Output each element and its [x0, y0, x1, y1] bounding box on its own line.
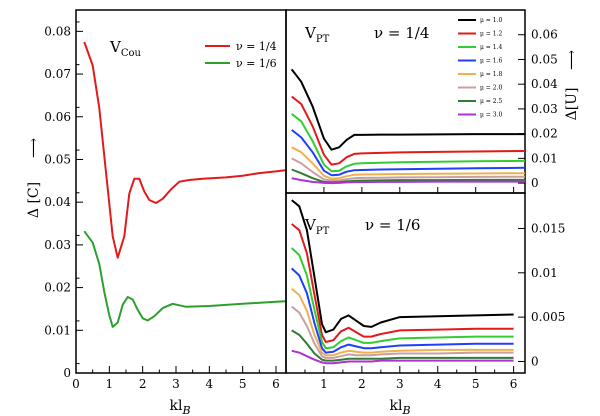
- series-line-top-right-0: [290, 68, 525, 151]
- left-y-tick-label: 0.02: [44, 281, 71, 295]
- top-right-y-axis-arrow: ⟶: [564, 50, 580, 70]
- bottom-right-x-axis-label: klB: [389, 398, 410, 416]
- bottom-right-panel-frame: [285, 192, 526, 374]
- top-right-panel-title: VPT: [304, 24, 330, 45]
- top-right-y-tick-label: 0.06: [531, 28, 558, 42]
- series-line-top-right-7: [291, 177, 525, 185]
- left-y-tick-label: 0.01: [44, 323, 71, 337]
- bottom-right-x-tick-label: 4: [434, 377, 442, 391]
- bottom-right-x-tick-label: 5: [472, 377, 480, 391]
- top-right-y-tick-label: 0: [531, 176, 539, 190]
- series-line-bottom-right-0: [291, 199, 514, 334]
- mu-legend-label-4: μ = 1.8: [480, 71, 502, 78]
- mu-legend-label-6: μ = 2.5: [480, 98, 502, 105]
- series-line-top-right-3: [291, 129, 526, 177]
- top-right-y-tick-label: 0.02: [531, 127, 558, 141]
- bottom-right-y-tick-label: 0.01: [531, 266, 558, 280]
- top-right-y-tick-label: 0.03: [531, 102, 558, 116]
- top-right-y-axis-label: Δ[U]: [564, 88, 580, 121]
- left-y-tick-label: 0.07: [44, 67, 71, 81]
- top-right-y-tick-label: 0.01: [531, 151, 558, 165]
- left-x-tick-label: 3: [172, 377, 180, 391]
- series-line-left-0: [83, 41, 287, 259]
- left-x-tick-label: 6: [272, 377, 280, 391]
- left-x-tick-label: 1: [106, 377, 114, 391]
- bottom-right-x-tick-label: 1: [320, 377, 328, 391]
- series-line-bottom-right-4: [291, 288, 514, 357]
- left-y-tick-label: 0: [63, 366, 71, 380]
- series-line-top-right-6: [291, 168, 525, 184]
- bottom-right-x-tick-label: 3: [396, 377, 404, 391]
- left-y-tick-label: 0.08: [44, 24, 71, 38]
- bottom-right-panel-title: VPT: [304, 216, 330, 237]
- left-x-tick-label: 5: [239, 377, 247, 391]
- bottom-right-y-tick-label: 0: [531, 354, 539, 368]
- bottom-right-x-tick-label: 6: [510, 377, 518, 391]
- bottom-right-nu-annotation: ν = 1/6: [365, 216, 420, 234]
- top-right-y-tick-label: 0.05: [531, 52, 558, 66]
- left-y-axis-label: Δ [C]: [26, 182, 42, 218]
- series-line-bottom-right-3: [291, 267, 514, 354]
- mu-legend-label-3: μ = 1.6: [480, 58, 502, 65]
- mu-legend-label-1: μ = 1.2: [480, 31, 502, 38]
- left-x-axis-label: klB: [169, 398, 190, 416]
- series-line-bottom-right-7: [291, 349, 514, 365]
- left-x-tick-label: 4: [206, 377, 214, 391]
- left-y-tick-label: 0.06: [44, 110, 71, 124]
- left-legend-label-0: ν = 1/4: [236, 40, 277, 53]
- series-line-bottom-right-5: [291, 305, 514, 359]
- left-y-axis-arrow: ⟶: [26, 138, 42, 158]
- bottom-right-x-tick-label: 2: [358, 377, 366, 391]
- series-line-left-1: [83, 230, 287, 328]
- mu-legend-label-5: μ = 2.0: [480, 85, 502, 92]
- mu-legend-label-2: μ = 1.4: [480, 44, 502, 51]
- left-panel-title: VCou: [109, 38, 142, 59]
- top-right-y-tick-label: 0.04: [531, 77, 558, 91]
- mu-legend-label-7: μ = 3.0: [480, 112, 502, 119]
- bottom-right-y-tick-label: 0.015: [531, 221, 565, 235]
- series-line-bottom-right-1: [291, 223, 514, 343]
- series-line-top-right-1: [291, 95, 526, 166]
- series-line-top-right-4: [291, 146, 526, 180]
- left-y-tick-label: 0.05: [44, 152, 71, 166]
- left-x-tick-label: 0: [72, 377, 80, 391]
- series-line-top-right-5: [291, 157, 526, 182]
- left-x-tick-label: 2: [139, 377, 147, 391]
- mu-legend-label-0: μ = 1.0: [480, 17, 502, 24]
- left-y-tick-label: 0.04: [44, 195, 71, 209]
- series-line-top-right-2: [291, 113, 526, 173]
- series-line-bottom-right-2: [291, 247, 514, 350]
- bottom-right-y-tick-label: 0.005: [531, 310, 565, 324]
- left-legend-label-1: ν = 1/6: [236, 57, 277, 70]
- series-line-bottom-right-6: [291, 329, 514, 362]
- left-y-tick-label: 0.03: [44, 238, 71, 252]
- top-right-nu-annotation: ν = 1/4: [374, 24, 429, 42]
